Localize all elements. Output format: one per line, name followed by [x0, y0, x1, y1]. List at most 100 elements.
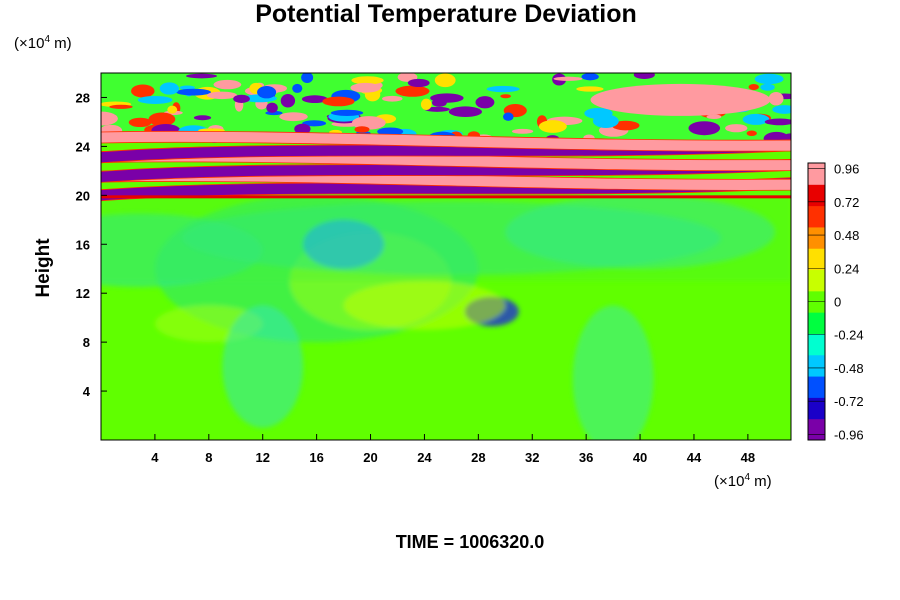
noise-cell [351, 76, 384, 85]
time-label: TIME = 1006320.0 [395, 532, 545, 552]
noise-cell [581, 73, 599, 81]
colorbar-swatch [808, 354, 825, 377]
noise-cell [754, 73, 784, 85]
noise-cell [109, 104, 133, 109]
noise-cell [553, 76, 583, 81]
colorbar-swatch [808, 205, 825, 228]
colorbar-tick-label: 0.48 [834, 228, 859, 243]
colorbar-swatch [808, 376, 825, 398]
x-tick-label: 16 [309, 450, 323, 465]
colorbar-tick-label: -0.48 [834, 361, 864, 376]
y-tick-label: 16 [76, 237, 90, 252]
field-structure [222, 305, 304, 428]
noise-cell [503, 112, 514, 121]
noise-cell [377, 127, 404, 136]
heatmap-field [101, 73, 791, 440]
noise-cell [760, 83, 775, 91]
noise-cell [351, 116, 386, 130]
noise-cell [193, 115, 212, 121]
noise-cell [185, 73, 218, 79]
x-tick-label: 28 [471, 450, 485, 465]
noise-cell [633, 73, 655, 79]
noise-cell [257, 86, 277, 99]
field-structure [572, 305, 654, 440]
noise-cell [382, 95, 403, 102]
y-tick-label: 28 [76, 90, 90, 105]
noise-cell [266, 102, 278, 113]
noise-cell [746, 130, 757, 136]
noise-cell [294, 123, 311, 135]
noise-cell [424, 106, 450, 112]
noise-cell [167, 105, 178, 114]
x-tick-label: 40 [633, 450, 647, 465]
noise-cell [159, 82, 180, 95]
noise-cell [301, 95, 328, 104]
y-axis-unit: (×104 m) [14, 34, 72, 52]
y-tick-label: 24 [76, 139, 91, 154]
y-tick-label: 12 [76, 286, 90, 301]
noise-cell [175, 88, 211, 96]
noise-cell [511, 128, 534, 134]
colorbar-swatch [808, 397, 825, 420]
noise-cell [576, 86, 604, 92]
noise-cell [592, 114, 619, 129]
noise-cell [772, 105, 791, 114]
noise-cell [131, 84, 155, 98]
x-tick-label: 8 [205, 450, 212, 465]
noise-cell [500, 94, 511, 99]
colorbar-tick-label: 0.72 [834, 195, 859, 210]
x-tick-label: 36 [579, 450, 593, 465]
x-tick-label: 24 [417, 450, 432, 465]
noise-cell [725, 124, 748, 133]
noise-cell [301, 73, 314, 83]
noise-cell [611, 120, 640, 131]
noise-cell [486, 85, 520, 93]
noise-cell [742, 113, 770, 125]
noise-cell [448, 106, 483, 118]
chart-title: Potential Temperature Deviation [255, 0, 637, 28]
field-structures [101, 195, 791, 440]
noise-cell [213, 79, 242, 90]
colorbar-swatch [808, 312, 825, 334]
upper-layer-tint [101, 195, 791, 281]
plot-frame [100, 72, 792, 441]
y-tick-label: 4 [83, 384, 91, 399]
colorbar-swatch [808, 418, 825, 441]
noise-cell [280, 94, 296, 108]
noise-cell [420, 98, 432, 110]
colorbar-swatch [808, 163, 825, 185]
noise-cell [764, 118, 791, 126]
band-edge [101, 195, 791, 199]
colorbar-tick-label: -0.24 [834, 328, 864, 343]
noise-cell [768, 91, 784, 106]
colorbar-tick-label: -0.72 [834, 394, 864, 409]
noise-cell [128, 117, 152, 128]
colorbar-swatch [808, 269, 825, 292]
noise-cell [706, 114, 722, 119]
x-tick-label: 32 [525, 450, 539, 465]
noise-cell [430, 93, 464, 103]
noise-cell [302, 120, 327, 127]
y-tick-label: 8 [83, 335, 90, 350]
x-axis-unit: (×104 m) [714, 472, 772, 490]
noise-cell [407, 78, 430, 88]
x-tick-label: 48 [741, 450, 755, 465]
noise-cell [148, 112, 176, 127]
y-axis: 4 8 12 16 20 24 28 [76, 90, 107, 399]
x-axis: 4 8 12 16 20 24 28 32 36 40 44 48 [151, 434, 755, 465]
noise-cell [292, 83, 303, 93]
noise-cell [330, 109, 364, 116]
noise-cell [233, 94, 250, 103]
noise-cell [137, 95, 173, 104]
x-tick-label: 44 [687, 450, 702, 465]
colorbar-tick-label: 0.24 [834, 261, 859, 276]
stratospheric-band [101, 130, 791, 152]
colorbar-swatch [808, 226, 825, 249]
colorbar-swatch [808, 184, 825, 207]
noise-cell [434, 73, 456, 88]
noise-cell [475, 96, 495, 109]
x-tick-label: 20 [363, 450, 377, 465]
colorbar: 0.96 0.72 0.48 0.24 0 -0.24 -0.48 -0.72 -0.96 [807, 162, 864, 442]
noise-cell [350, 82, 381, 93]
